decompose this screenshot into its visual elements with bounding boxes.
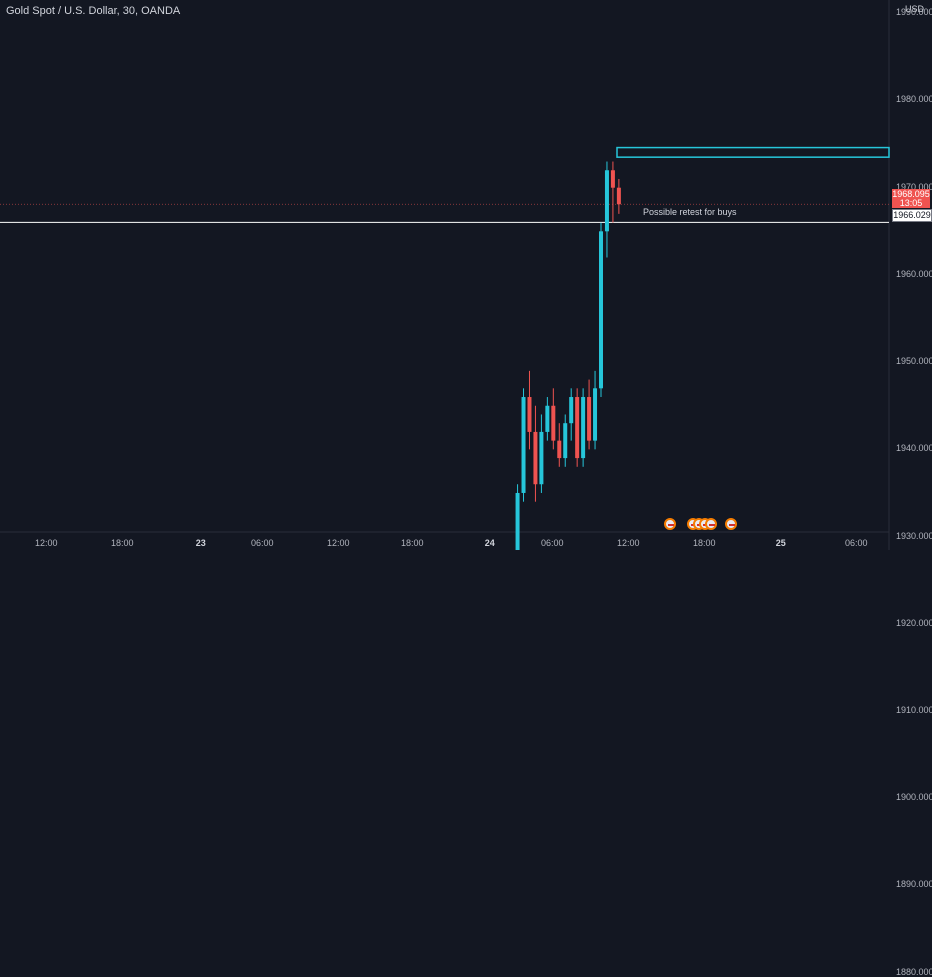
price-axis-label: 1910.000 [896, 705, 932, 716]
candle [593, 388, 598, 441]
resistance-zone [616, 146, 890, 158]
price-chart[interactable] [0, 0, 932, 550]
price-axis-label: 1960.000 [896, 268, 932, 279]
last-price-tag: 1968.095 13:05 [892, 189, 930, 208]
price-axis-label: 1890.000 [896, 879, 932, 890]
line-price-tag: 1966.029 [892, 209, 932, 222]
time-axis-label: 23 [195, 538, 206, 548]
time-axis-label: 18:00 [111, 538, 134, 548]
candle [533, 431, 538, 485]
symbol-title: Gold Spot / U.S. Dollar, 30, OANDA [6, 5, 181, 17]
candle [545, 405, 550, 432]
time-axis-label: 06:00 [845, 538, 868, 548]
price-axis-label: 1950.000 [896, 356, 932, 367]
time-axis-label: 06:00 [251, 538, 274, 548]
time-axis-label: 18:00 [693, 538, 716, 548]
candle [610, 170, 615, 188]
time-axis-label: 06:00 [541, 538, 564, 548]
last-price-value: 1968.095 [892, 189, 930, 199]
bar-countdown: 13:05 [899, 198, 923, 208]
candle [616, 187, 621, 205]
time-axis-label: 18:00 [401, 538, 424, 548]
time-axis-label: 25 [775, 538, 786, 548]
price-axis-label: 1970.000 [896, 181, 932, 192]
candle [515, 492, 520, 550]
us-flag-icon[interactable] [664, 518, 676, 530]
us-flag-icon[interactable] [705, 518, 717, 530]
price-axis-label: 1930.000 [896, 530, 932, 541]
candle [581, 397, 586, 459]
price-axis-label: 1900.000 [896, 792, 932, 803]
price-axis-label: 1940.000 [896, 443, 932, 454]
candle [551, 405, 556, 441]
candle [604, 170, 609, 232]
candle [527, 397, 532, 432]
candle [539, 431, 544, 485]
us-flag-icon[interactable] [725, 518, 737, 530]
price-axis-label: 1980.000 [896, 94, 932, 105]
time-axis-label: 12:00 [617, 538, 640, 548]
time-axis-label: 12:00 [35, 538, 58, 548]
candle [563, 423, 568, 459]
candle [575, 397, 580, 459]
chart-annotation[interactable]: Possible retest for buys [643, 207, 737, 217]
candle [587, 397, 592, 441]
candle [521, 397, 526, 493]
price-axis-label: 1990.000 [896, 7, 932, 18]
price-axis-label: 1880.000 [896, 966, 932, 977]
time-axis-label: 24 [484, 538, 495, 548]
candle [599, 231, 603, 389]
candle [569, 397, 574, 424]
price-axis-label: 1920.000 [896, 617, 932, 628]
candle [557, 440, 562, 459]
time-axis-label: 12:00 [327, 538, 350, 548]
currency-label[interactable]: USD [903, 4, 927, 14]
